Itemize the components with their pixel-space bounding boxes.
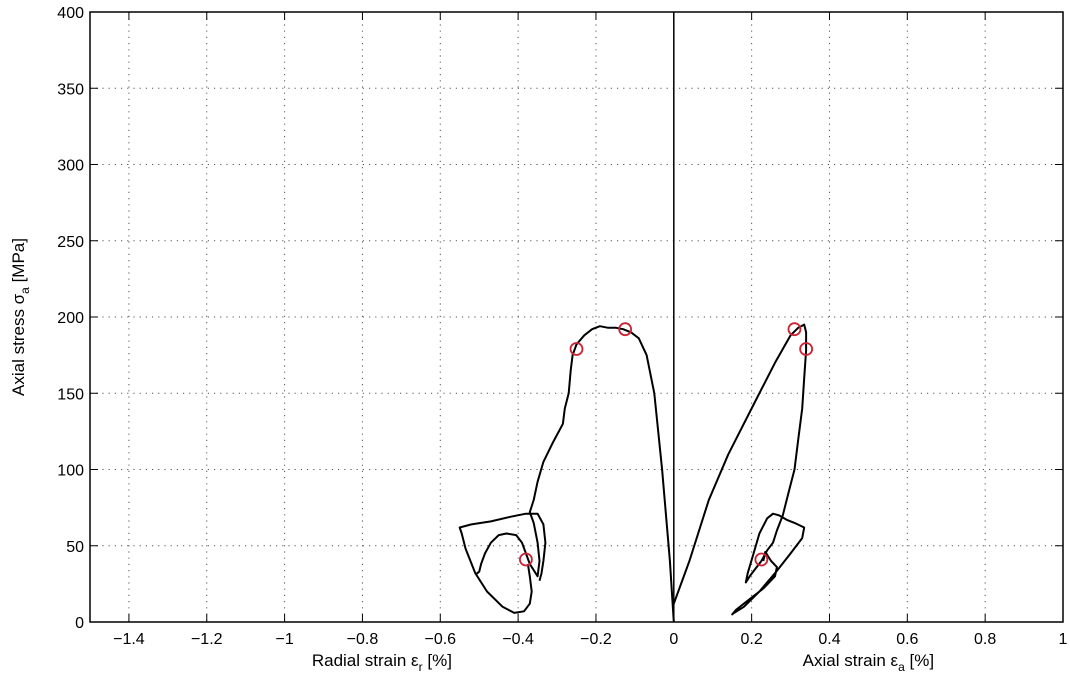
y-tick-labels: 0 50 100 150 200 250 300 350 400 [57,5,84,632]
y-tick-label: 50 [66,539,84,556]
y-tick-label: 0 [75,615,84,632]
marker-point [754,552,769,567]
series-line-3 [672,323,808,605]
marker-point [799,342,814,356]
x-tick-label: −0.4 [502,631,534,648]
data-series [458,323,808,623]
x-axis-label-radial: Radial strain εr [%] [312,651,452,674]
y-tick-label: 150 [57,386,84,403]
marker-point [618,322,633,337]
marker-point [569,342,584,356]
y-tick-label: 250 [57,234,84,251]
x-tick-label: −1 [275,631,293,648]
x-tick-label: 1 [1059,631,1068,648]
x-tick-label: 0.4 [818,631,840,648]
x-axis-label-axial: Axial strain εa [%] [803,651,934,674]
x-tick-label: −0.2 [580,631,612,648]
x-tick-label: 0 [669,631,678,648]
y-axis-label: Axial stress σa [MPa] [9,238,32,396]
x-tick-label: 0.2 [741,631,763,648]
x-tick-label: −0.8 [347,631,379,648]
grid-lines [90,12,1064,622]
marker-point [787,322,802,337]
x-tick-label: −1.2 [191,631,223,648]
y-tick-label: 300 [57,158,84,175]
x-tick-label: 0.6 [896,631,918,648]
data-markers [519,322,814,567]
x-tick-label: 0.8 [974,631,996,648]
x-tick-labels: −1.4 −1.2 −1 −0.8 −0.6 −0.4 −0.2 0 0.2 0.4 0.6 0.8 1 [113,631,1067,648]
y-tick-label: 100 [57,463,84,480]
plot-frame [89,11,1064,623]
y-tick-label: 200 [57,310,84,327]
x-tick-label: −0.6 [424,631,456,648]
series-line-4 [731,512,806,616]
y-tick-label: 400 [57,5,84,22]
marker-point [519,552,533,567]
x-tick-label: −1.4 [113,631,145,648]
tick-marks [90,11,1064,623]
y-tick-label: 350 [57,81,84,98]
series-line-2 [458,512,547,614]
series-line-1 [474,325,675,623]
